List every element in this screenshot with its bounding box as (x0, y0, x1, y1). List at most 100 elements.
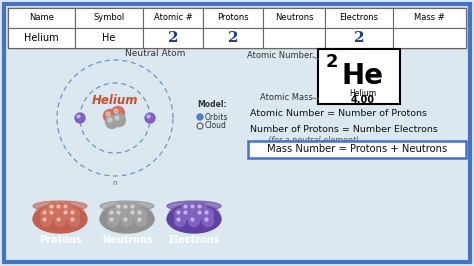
Text: 2: 2 (228, 31, 238, 45)
Circle shape (205, 218, 208, 221)
Circle shape (69, 215, 80, 227)
Circle shape (108, 118, 112, 122)
Text: Neutrons: Neutrons (275, 14, 313, 23)
Circle shape (75, 113, 85, 123)
Circle shape (128, 209, 139, 219)
Ellipse shape (167, 205, 221, 233)
Circle shape (71, 218, 74, 221)
Circle shape (147, 115, 150, 118)
Bar (325, 28, 393, 48)
Circle shape (174, 209, 185, 219)
Circle shape (136, 215, 146, 227)
Circle shape (177, 218, 180, 221)
Circle shape (202, 215, 213, 227)
Text: Atomic #: Atomic # (154, 14, 192, 23)
Circle shape (110, 211, 113, 214)
Text: Atomic Number = Number of Protons: Atomic Number = Number of Protons (250, 109, 427, 118)
Circle shape (43, 211, 46, 214)
Text: Mass Number = Protons + Neutrons: Mass Number = Protons + Neutrons (267, 144, 447, 155)
Text: (for a neutral element): (for a neutral element) (268, 135, 359, 144)
Circle shape (112, 114, 126, 127)
Circle shape (55, 215, 65, 227)
Ellipse shape (100, 201, 154, 211)
Circle shape (57, 218, 60, 221)
Circle shape (62, 202, 73, 214)
Circle shape (177, 211, 180, 214)
Text: Model:: Model: (197, 100, 227, 109)
Circle shape (108, 209, 118, 219)
Bar (75, 28, 143, 48)
Circle shape (115, 202, 126, 214)
Text: Helium: Helium (24, 33, 59, 43)
Circle shape (64, 205, 67, 208)
Circle shape (121, 215, 133, 227)
Circle shape (114, 109, 118, 113)
Bar (248, 141, 466, 158)
Circle shape (191, 205, 194, 208)
Text: He: He (342, 61, 384, 89)
Circle shape (47, 202, 58, 214)
Text: Name: Name (29, 14, 54, 23)
Bar (393, 8, 466, 28)
Bar (393, 28, 466, 48)
Circle shape (50, 205, 53, 208)
Circle shape (131, 205, 134, 208)
Circle shape (117, 211, 120, 214)
Text: Helium: Helium (349, 89, 376, 98)
Ellipse shape (35, 204, 85, 222)
Circle shape (198, 211, 201, 214)
Circle shape (131, 211, 134, 214)
Text: Atomic Number: Atomic Number (247, 51, 313, 60)
Circle shape (55, 202, 65, 214)
Ellipse shape (100, 205, 154, 233)
Circle shape (195, 209, 207, 219)
Circle shape (71, 211, 74, 214)
Circle shape (43, 218, 46, 221)
Circle shape (195, 202, 207, 214)
Circle shape (138, 218, 141, 221)
Bar (325, 8, 393, 28)
Circle shape (50, 211, 53, 214)
Circle shape (191, 218, 194, 221)
Circle shape (115, 116, 119, 120)
Circle shape (106, 115, 118, 128)
Bar (143, 8, 203, 28)
Circle shape (184, 205, 187, 208)
Circle shape (40, 215, 52, 227)
Bar (75, 8, 143, 28)
Circle shape (77, 115, 80, 118)
Text: Electrons: Electrons (339, 14, 379, 23)
Bar (8, 8, 75, 28)
Bar (318, 49, 400, 104)
Text: Symbol: Symbol (93, 14, 125, 23)
Circle shape (174, 215, 185, 227)
Circle shape (106, 112, 110, 116)
Text: Atomic Mass: Atomic Mass (260, 93, 313, 102)
Text: n: n (113, 180, 117, 186)
Circle shape (124, 205, 127, 208)
Text: 2: 2 (354, 31, 364, 45)
Circle shape (111, 106, 125, 119)
Bar (203, 8, 263, 28)
Ellipse shape (169, 204, 219, 222)
Circle shape (47, 209, 58, 219)
Circle shape (69, 209, 80, 219)
Text: Orbits: Orbits (205, 113, 228, 122)
Text: 2: 2 (168, 31, 178, 45)
Bar (8, 28, 75, 48)
Text: 2: 2 (326, 53, 338, 71)
Circle shape (124, 218, 127, 221)
Circle shape (57, 205, 60, 208)
Circle shape (138, 211, 141, 214)
Circle shape (121, 202, 133, 214)
Text: Electrons: Electrons (168, 235, 219, 245)
Circle shape (189, 215, 200, 227)
Circle shape (184, 211, 187, 214)
Text: Protons: Protons (217, 14, 249, 23)
Circle shape (64, 211, 67, 214)
Text: Helium: Helium (92, 94, 138, 106)
Circle shape (182, 202, 192, 214)
Text: Neutral Atom: Neutral Atom (125, 49, 185, 58)
Bar (263, 8, 325, 28)
Circle shape (40, 209, 52, 219)
